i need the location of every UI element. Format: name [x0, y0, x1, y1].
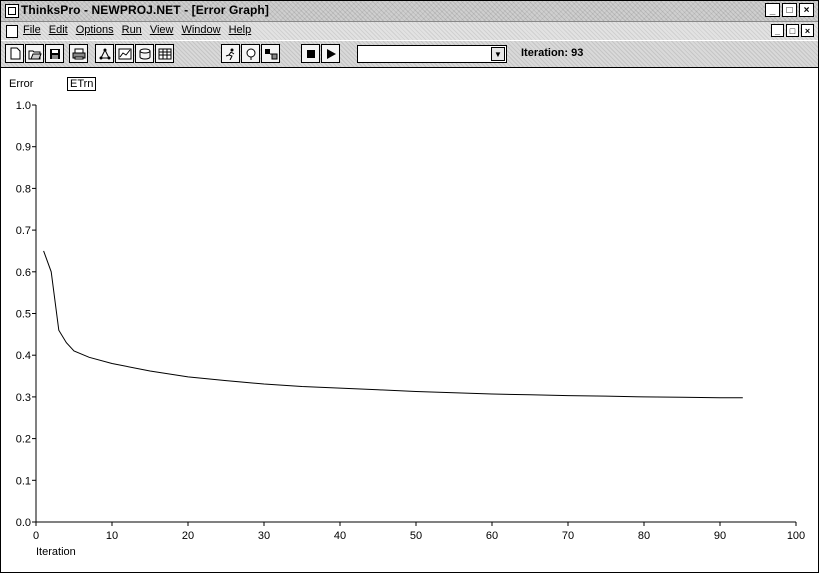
x-tick-label-0: 0 — [33, 530, 39, 542]
menu-bar: File Edit Options Run View Window Help _… — [1, 22, 818, 40]
network-icon — [99, 48, 110, 59]
y-tick-label-2: 0.2 — [16, 434, 31, 446]
window-title: ThinksPro - NEWPROJ.NET - [Error Graph] — [21, 3, 269, 17]
menu-help[interactable]: Help — [228, 24, 252, 36]
print-button[interactable] — [69, 44, 88, 63]
x-tick-label-1: 10 — [106, 530, 118, 542]
title-bar[interactable]: ThinksPro - NEWPROJ.NET - [Error Graph] … — [1, 1, 818, 22]
data-icon — [139, 48, 150, 60]
series-line-etrn — [43, 250, 743, 399]
child-close-button[interactable]: × — [801, 24, 814, 37]
x-tick-label-9: 90 — [714, 530, 726, 542]
probe-icon — [246, 48, 255, 60]
graph-button[interactable] — [115, 44, 134, 63]
menu-file[interactable]: File — [23, 24, 41, 36]
toolbar: ▼ Iteration: 93 — [1, 41, 818, 68]
maximize-button[interactable]: □ — [782, 3, 797, 17]
y-tick-label-10: 1.0 — [16, 100, 31, 112]
menu-run[interactable]: Run — [121, 24, 142, 36]
menu-view[interactable]: View — [149, 24, 174, 36]
close-button[interactable]: × — [799, 3, 814, 17]
new-icon — [10, 47, 20, 60]
open-icon — [28, 50, 42, 59]
minimize-button[interactable]: _ — [765, 3, 780, 17]
app-icon[interactable] — [5, 4, 19, 18]
probe-button[interactable] — [241, 44, 260, 63]
new-button[interactable] — [5, 44, 24, 63]
y-tick-label-0: 0.0 — [16, 517, 31, 529]
data-button[interactable] — [135, 44, 154, 63]
play-button[interactable] — [321, 44, 340, 63]
menu-window[interactable]: Window — [181, 24, 221, 36]
window-controls: _ □ × — [765, 3, 814, 17]
x-tick-label-10: 100 — [787, 530, 805, 542]
menu-options[interactable]: Options — [75, 24, 114, 36]
x-tick-label-7: 70 — [562, 530, 574, 542]
iteration-readout: Iteration: 93 — [521, 47, 583, 59]
x-tick-label-2: 20 — [182, 530, 194, 542]
y-tick-label-7: 0.7 — [16, 225, 31, 237]
table-button[interactable] — [155, 44, 174, 63]
x-tick-label-8: 80 — [638, 530, 650, 542]
weights-icon — [264, 48, 277, 59]
y-tick-label-1: 0.1 — [16, 475, 31, 487]
chevron-down-icon[interactable]: ▼ — [491, 47, 505, 61]
menu-edit[interactable]: Edit — [48, 24, 68, 36]
y-tick-label-4: 0.4 — [16, 350, 31, 362]
x-tick-label-3: 30 — [258, 530, 270, 542]
y-axis-title: Error — [9, 78, 34, 90]
run-button[interactable] — [221, 44, 240, 63]
x-axis-title: Iteration — [36, 546, 76, 558]
iteration-value: 93 — [571, 47, 584, 59]
y-tick-label-3: 0.3 — [16, 392, 31, 404]
open-button[interactable] — [25, 44, 44, 63]
save-icon — [49, 48, 60, 59]
network-select[interactable]: ▼ — [357, 45, 507, 63]
x-tick-label-5: 50 — [410, 530, 422, 542]
network-button[interactable] — [95, 44, 114, 63]
weights-button[interactable] — [261, 44, 280, 63]
child-minimize-button[interactable]: _ — [771, 24, 784, 37]
run-icon — [225, 48, 234, 60]
stop-button[interactable] — [301, 44, 320, 63]
iteration-label: Iteration: — [521, 47, 569, 59]
play-icon — [326, 48, 336, 59]
legend-entry-etrn[interactable]: ETrn — [67, 77, 97, 91]
print-icon — [72, 48, 85, 59]
graph-icon — [118, 48, 131, 59]
table-icon — [158, 48, 171, 59]
stop-icon — [306, 49, 315, 58]
y-tick-label-8: 0.8 — [16, 183, 31, 195]
document-icon[interactable] — [6, 25, 18, 38]
child-maximize-button[interactable]: □ — [786, 24, 799, 37]
y-tick-label-6: 0.6 — [16, 267, 31, 279]
save-button[interactable] — [45, 44, 64, 63]
x-tick-label-6: 60 — [486, 530, 498, 542]
error-graph-chart: 0.0 0.1 0.2 0.3 0.4 0.5 0.6 0.7 0.8 0.9 1.0 0 10 20 30… — [16, 100, 805, 558]
child-window-controls: _ □ × — [771, 24, 814, 37]
y-tick-label-9: 0.9 — [16, 142, 31, 154]
x-tick-label-4: 40 — [334, 530, 346, 542]
y-tick-label-5: 0.5 — [16, 309, 31, 321]
